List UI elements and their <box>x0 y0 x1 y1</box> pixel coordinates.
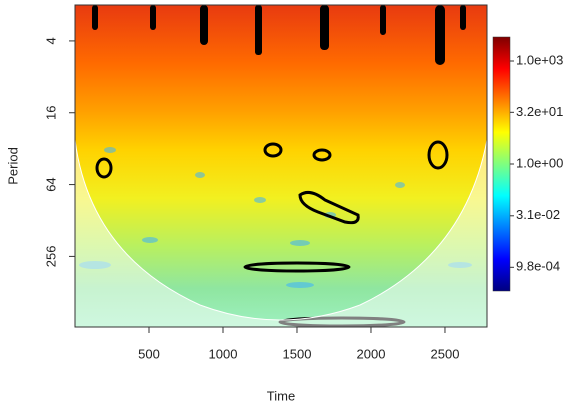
x-tick-label: 1000 <box>209 346 238 361</box>
colorbar-tick-label: 3.1e-02 <box>516 207 560 222</box>
y-tick-label: 256 <box>43 246 58 268</box>
x-axis-label: Time <box>267 388 295 403</box>
x-tick-label: 500 <box>138 346 160 361</box>
colorbar-tick-label: 3.2e+01 <box>516 104 563 119</box>
colorbar-tick-label: 9.8e-04 <box>516 259 560 274</box>
x-tick-label: 2000 <box>357 346 386 361</box>
power-field <box>75 5 487 327</box>
y-tick-label: 16 <box>43 106 58 120</box>
colorbar-tick-label: 1.0e+00 <box>516 155 563 170</box>
colorbar-tick-label: 1.0e+03 <box>516 52 563 67</box>
x-tick-label: 1500 <box>283 346 312 361</box>
plot-frame <box>74 4 488 328</box>
y-tick-label: 4 <box>43 37 58 44</box>
y-axis-label: Period <box>5 147 20 185</box>
colorbar <box>492 36 511 292</box>
y-tick-label: 64 <box>43 177 58 191</box>
x-tick-label: 2500 <box>431 346 460 361</box>
